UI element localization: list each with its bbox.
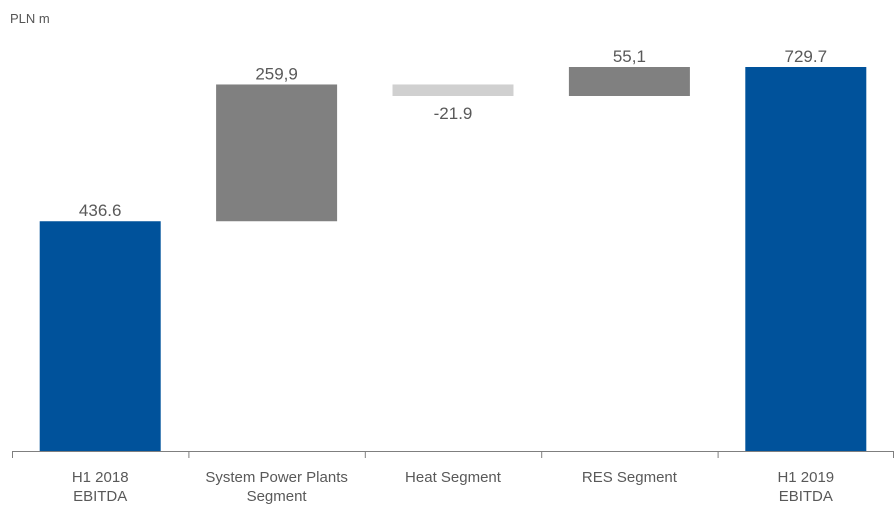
- data-label-3: -21.9: [434, 104, 473, 123]
- bar-1: [39, 221, 161, 451]
- bar-4: [568, 67, 690, 96]
- category-label-2-line-2: Segment: [247, 488, 308, 505]
- category-label-1-line-1: H1 2018: [72, 469, 129, 486]
- category-label-1-line-2: EBITDA: [73, 488, 127, 505]
- data-label-1: 436.6: [79, 201, 122, 220]
- bar-5: [745, 67, 867, 451]
- data-label-5: 729.7: [785, 47, 828, 66]
- category-label-3: Heat Segment: [405, 469, 502, 486]
- category-label-4: RES Segment: [582, 469, 678, 486]
- category-label-5-line-2: EBITDA: [779, 488, 833, 505]
- data-label-2: 259,9: [255, 64, 298, 83]
- category-label-2-line-1: System Power Plants: [205, 469, 348, 486]
- bar-2: [216, 84, 338, 222]
- data-label-4: 55,1: [613, 47, 646, 66]
- bar-3: [392, 84, 514, 96]
- category-label-5-line-1: H1 2019: [777, 469, 834, 486]
- unit-label: PLN m: [10, 11, 50, 26]
